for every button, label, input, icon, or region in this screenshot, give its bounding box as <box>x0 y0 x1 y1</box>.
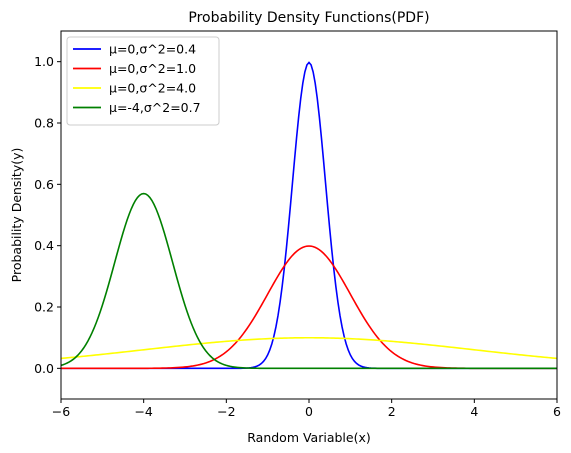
y-tick-label: 0.6 <box>34 177 54 192</box>
series-layer <box>61 61 557 370</box>
y-tick-label: 0.0 <box>34 361 54 376</box>
series-line-3 <box>61 192 557 370</box>
x-tick-label: 0 <box>305 404 313 419</box>
legend: μ=0,σ^2=0.4 μ=0,σ^2=1.0 μ=0,σ^2=4.0 μ=-4,σ^… <box>66 36 220 126</box>
y-tick-label: 0.2 <box>34 300 54 315</box>
series-line-2 <box>61 336 557 360</box>
x-axis: −6 −4 −2 0 2 4 6 <box>52 399 561 419</box>
x-tick-label: −2 <box>217 404 235 419</box>
y-tick-label: 1.0 <box>34 54 54 69</box>
y-tick-label: 0.4 <box>34 238 54 253</box>
y-axis-label: Probability Density(y) <box>9 148 24 283</box>
x-tick-label: 6 <box>553 404 561 419</box>
legend-label: μ=0,σ^2=1.0 <box>109 61 196 76</box>
legend-label: μ=-4,σ^2=0.7 <box>109 100 201 115</box>
chart-title: Probability Density Functions(PDF) <box>188 10 429 26</box>
legend-label: μ=0,σ^2=4.0 <box>109 81 196 96</box>
x-tick-label: 4 <box>470 404 478 419</box>
x-tick-label: 2 <box>388 404 396 419</box>
legend-label: μ=0,σ^2=0.4 <box>109 42 196 57</box>
x-tick-label: −4 <box>134 404 152 419</box>
x-tick-label: −6 <box>52 404 70 419</box>
y-tick-label: 0.8 <box>34 116 54 131</box>
x-axis-label: Random Variable(x) <box>247 430 371 445</box>
y-axis: 0.0 0.2 0.4 0.6 0.8 1.0 <box>34 54 61 376</box>
legend-box <box>66 36 220 126</box>
